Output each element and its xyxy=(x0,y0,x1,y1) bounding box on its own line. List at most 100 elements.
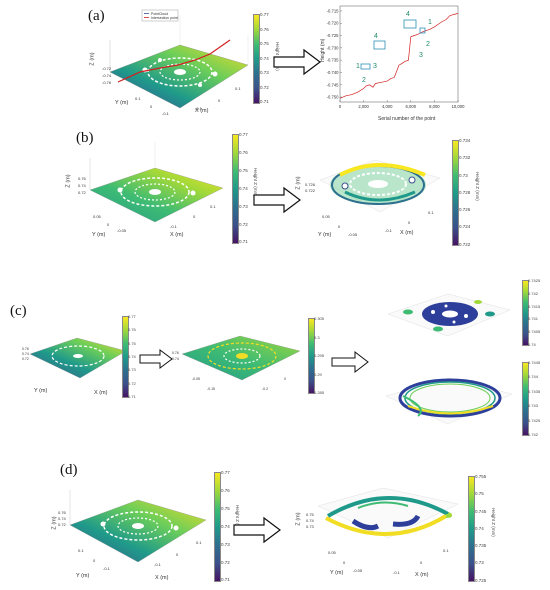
svg-text:-0.1: -0.1 xyxy=(154,562,162,567)
series-line xyxy=(339,13,459,99)
svg-text:-0.74: -0.74 xyxy=(102,73,112,78)
svg-text:-0.1: -0.1 xyxy=(393,570,401,575)
colorbar-c4 xyxy=(522,362,529,436)
svg-text:0: 0 xyxy=(176,552,179,557)
y-ticks: -0.715 -0.720 -0.725 -0.730 -0.735 -0.740 -0.7… xyxy=(327,8,342,100)
y-tick-label: -0.740 xyxy=(327,70,340,75)
point-cloud-plot-c4 xyxy=(385,377,513,425)
y-axis-label-a: Y (m) xyxy=(115,100,129,106)
svg-text:-0.1: -0.1 xyxy=(103,566,111,571)
arrow-a xyxy=(273,48,321,76)
svg-text:0.05: 0.05 xyxy=(322,214,331,219)
x-tick-label: 0 xyxy=(339,104,342,109)
annot-label-3a: 3 xyxy=(373,63,377,70)
svg-text:0.74: 0.74 xyxy=(306,518,315,523)
y-tick-label: -0.720 xyxy=(327,21,340,26)
x-axis-label-b2: X (m) xyxy=(400,230,414,236)
colorbar-d2 xyxy=(468,476,475,582)
svg-text:0: 0 xyxy=(193,214,196,219)
point-cloud-plot-a: PointCloud Intersection point -0.72 -0.7… xyxy=(102,9,249,116)
z-axis-label-a: Z (m) xyxy=(89,52,96,66)
svg-text:0: 0 xyxy=(107,222,110,227)
svg-text:-0.72: -0.72 xyxy=(102,66,112,71)
x-axis-label-c1: X (m) xyxy=(94,390,108,396)
svg-text:0.76: 0.76 xyxy=(78,176,87,181)
svg-text:0.05: 0.05 xyxy=(328,550,337,555)
y-tick-label: -0.745 xyxy=(327,82,340,87)
svg-text:0: 0 xyxy=(150,104,153,109)
colorbar-b1 xyxy=(232,134,239,244)
svg-text:0.726: 0.726 xyxy=(305,182,316,187)
annot-label-4a: 4 xyxy=(374,33,378,40)
y-axis-label-d2: Y (m) xyxy=(330,570,344,576)
x-tick-label: 2,000 xyxy=(358,104,369,109)
svg-text:-0.1: -0.1 xyxy=(162,111,170,116)
arrow-d xyxy=(233,516,281,544)
x-tick-label: 6,000 xyxy=(406,104,417,109)
svg-text:0: 0 xyxy=(93,558,96,563)
svg-text:0: 0 xyxy=(408,220,411,225)
svg-text:-0.76: -0.76 xyxy=(102,80,112,85)
y-axis-label-d1: Y (m) xyxy=(76,573,90,579)
svg-text:0.1: 0.1 xyxy=(235,86,241,91)
y-tick-label: -0.730 xyxy=(327,45,340,50)
panel-label-b: (b) xyxy=(76,130,94,146)
panel-label-a: (a) xyxy=(88,8,105,24)
arrow-c1 xyxy=(139,349,173,369)
svg-text:-0.1: -0.1 xyxy=(170,224,178,229)
point-cloud-plot-d1: 0.76 0.74 0.72 0.1 0 -0.1 -0.1 0 0.1 xyxy=(58,490,207,571)
svg-text:-0.2: -0.2 xyxy=(262,387,268,391)
svg-text:0.74: 0.74 xyxy=(172,357,179,361)
svg-text:0: 0 xyxy=(343,560,346,565)
annot-box-1 xyxy=(360,63,371,70)
svg-text:0: 0 xyxy=(420,560,423,565)
colorbar-c2-ticks: 0.305 0.3 0.295 0.29 0.285 xyxy=(314,316,325,395)
point-cloud-plot-c2: 0.76 0.74 -0.05 -0.15 -0.2 0 xyxy=(172,335,301,391)
svg-text:-0.05: -0.05 xyxy=(353,568,363,573)
annot-label-4b: 4 xyxy=(406,11,410,18)
colorbar-d1-ticks: 0.77 0.76 0.75 0.74 0.73 0.72 0.71 xyxy=(221,470,230,583)
annot-box-4b xyxy=(403,19,417,29)
y-tick-label: -0.715 xyxy=(327,8,340,13)
annot-label-1b: 1 xyxy=(428,19,432,26)
legend-intersection: Intersection point xyxy=(151,16,178,20)
legend-pointcloud: PointCloud xyxy=(151,12,168,16)
colorbar-a-ticks: 0.77 0.76 0.75 0.74 0.73 0.72 0.71 xyxy=(260,12,269,105)
svg-text:0.1: 0.1 xyxy=(443,548,449,553)
svg-text:0.76: 0.76 xyxy=(22,347,29,351)
annot-label-1a: 1 xyxy=(356,63,360,70)
x-axis-label-b1: X (m) xyxy=(170,232,184,238)
colorbar-b2 xyxy=(452,140,459,246)
svg-text:0.73: 0.73 xyxy=(306,524,315,529)
svg-text:0.1: 0.1 xyxy=(78,548,84,553)
colorbar-c3-ticks: 0.7425 0.742 0.7415 0.741 0.7405 0.74 xyxy=(528,278,541,347)
svg-text:0.74: 0.74 xyxy=(58,516,67,521)
colorbar-c2 xyxy=(308,318,315,394)
svg-text:0.75: 0.75 xyxy=(306,512,315,517)
x-axis-title: Serial number of the point xyxy=(378,116,436,122)
colorbar-d1 xyxy=(214,472,221,582)
arrow-c2 xyxy=(331,350,369,374)
svg-text:0.72: 0.72 xyxy=(58,522,67,527)
z-axis-label-b1: Z (m) xyxy=(65,174,72,188)
svg-text:-0.1: -0.1 xyxy=(385,228,393,233)
svg-text:0.74: 0.74 xyxy=(78,183,87,188)
colorbar-d2-ticks: 0.755 0.75 0.745 0.74 0.735 0.73 0.725 xyxy=(475,474,487,583)
svg-text:0: 0 xyxy=(218,98,221,103)
colorbar-a xyxy=(253,14,260,104)
svg-text:0.1: 0.1 xyxy=(196,540,202,545)
panel-label-c: (c) xyxy=(10,303,27,319)
point-cloud-plot-d2: 0.75 0.74 0.73 0.05 0 -0.05 -0.1 0 0.1 xyxy=(306,487,459,575)
point-cloud-plot-c3 xyxy=(387,293,511,337)
svg-text:0.1: 0.1 xyxy=(135,96,141,101)
colorbar-b2-title: Height Z (mm) xyxy=(475,172,480,201)
z-axis-label-d2: Z (m) xyxy=(295,512,302,526)
svg-text:0.72: 0.72 xyxy=(22,357,29,361)
svg-text:0.1: 0.1 xyxy=(210,204,216,209)
annot-box-4a xyxy=(373,40,386,50)
colorbar-b2-ticks: 0.734 0.732 0.73 0.728 0.726 0.724 0.722 xyxy=(459,138,471,247)
x-tick-label: 8,000 xyxy=(429,104,440,109)
y-axis-label-c1: Y (m) xyxy=(34,388,48,394)
x-ticks: 0 2,000 4,000 6,000 8,000 10,000 xyxy=(339,100,465,109)
svg-text:0.1: 0.1 xyxy=(428,210,434,215)
